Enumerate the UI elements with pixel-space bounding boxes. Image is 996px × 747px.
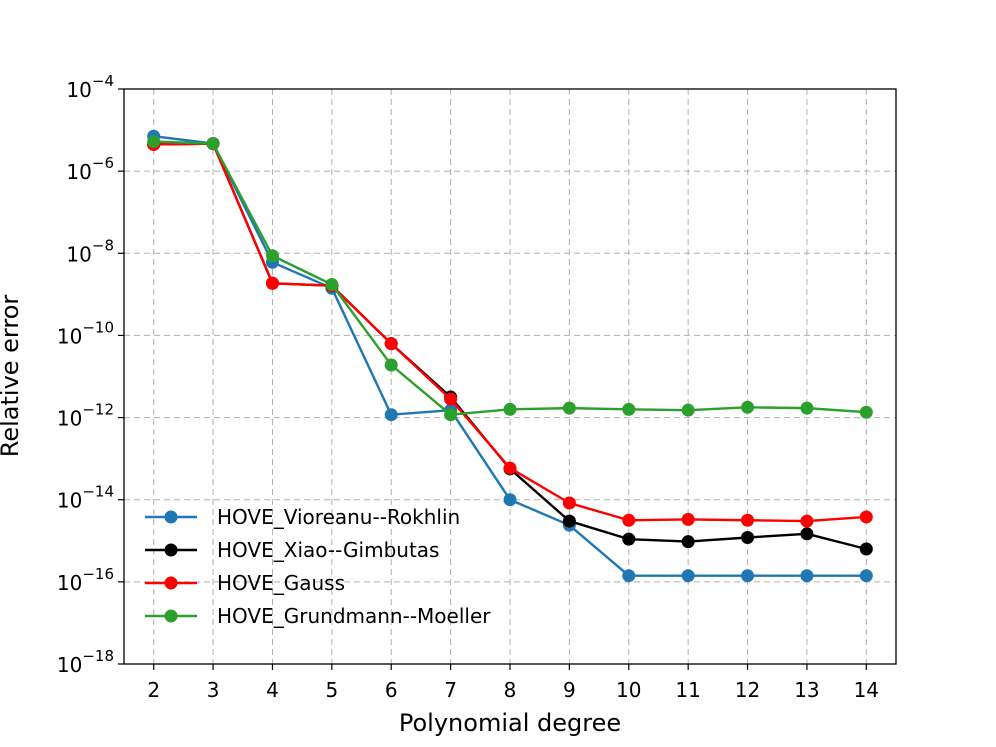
data-point (741, 531, 755, 544)
data-point (384, 337, 398, 351)
x-tick-label: 4 (266, 678, 279, 702)
y-tick-label: 10−14 (57, 483, 114, 513)
y-tick-label: 10−16 (57, 565, 114, 595)
data-point (800, 527, 814, 541)
data-point (681, 512, 695, 526)
data-point (325, 278, 339, 291)
data-point (741, 400, 755, 414)
legend-marker (164, 609, 178, 623)
data-point (503, 493, 517, 507)
data-point (800, 569, 814, 583)
data-point (859, 405, 873, 419)
y-tick-label: 10−4 (66, 72, 114, 102)
data-point (562, 496, 576, 510)
data-point (622, 513, 636, 527)
data-point (741, 569, 755, 583)
data-point (622, 532, 636, 546)
x-tick-label: 13 (794, 678, 819, 702)
legend: HOVE_Vioreanu--Rokhlin HOVE_Xiao--Gimbuta… (145, 505, 491, 628)
y-tick-label: 10−12 (57, 401, 114, 431)
legend-marker (164, 576, 178, 590)
data-point (859, 569, 873, 583)
data-point (503, 402, 517, 416)
y-axis: 10−4 10−6 10−8 10−10 10−12 10−14 10−16 10−18 (57, 72, 124, 677)
x-tick-label: 11 (675, 678, 700, 702)
data-point (859, 510, 873, 524)
legend-label: HOVE_Xiao--Gimbutas (217, 538, 439, 562)
legend-marker (164, 510, 178, 524)
data-point (859, 542, 873, 556)
legend-label: HOVE_Grundmann--Moeller (217, 604, 491, 628)
data-point (444, 392, 458, 406)
y-tick-label: 10−18 (57, 647, 114, 677)
data-point (562, 401, 576, 415)
x-tick-label: 5 (325, 678, 338, 702)
x-tick-label: 2 (147, 678, 160, 702)
x-tick-label: 10 (616, 678, 641, 702)
data-point (800, 401, 814, 415)
data-point (147, 135, 161, 149)
x-tick-label: 12 (735, 678, 760, 702)
data-point (562, 514, 576, 528)
x-tick-label: 9 (563, 678, 576, 702)
data-point (681, 569, 695, 583)
data-point (384, 358, 398, 372)
legend-label: HOVE_Vioreanu--Rokhlin (217, 505, 460, 529)
x-tick-label: 7 (444, 678, 457, 702)
data-point (800, 514, 814, 528)
legend-label: HOVE_Gauss (217, 571, 345, 595)
data-point (681, 403, 695, 417)
y-tick-label: 10−10 (57, 318, 114, 348)
x-axis-title: Polynomial degree (399, 709, 621, 737)
x-tick-label: 6 (385, 678, 398, 702)
data-point (206, 137, 220, 151)
data-point (384, 408, 398, 422)
x-tick-label: 14 (854, 678, 879, 702)
data-point (265, 249, 279, 263)
data-point (265, 276, 279, 290)
series-layer (147, 129, 873, 583)
y-tick-label: 10−6 (66, 154, 114, 184)
y-tick-label: 10−8 (66, 236, 114, 266)
legend-marker (164, 543, 178, 557)
data-point (741, 513, 755, 527)
data-point (444, 408, 458, 422)
x-axis: 2 3 4 5 6 7 8 9 10 11 12 13 14 (147, 664, 879, 702)
data-point (681, 535, 695, 549)
data-point (622, 569, 636, 583)
data-point (503, 461, 517, 475)
data-point (622, 402, 636, 416)
x-tick-label: 8 (504, 678, 517, 702)
x-tick-label: 3 (207, 678, 220, 702)
y-axis-title: Relative error (0, 295, 24, 458)
